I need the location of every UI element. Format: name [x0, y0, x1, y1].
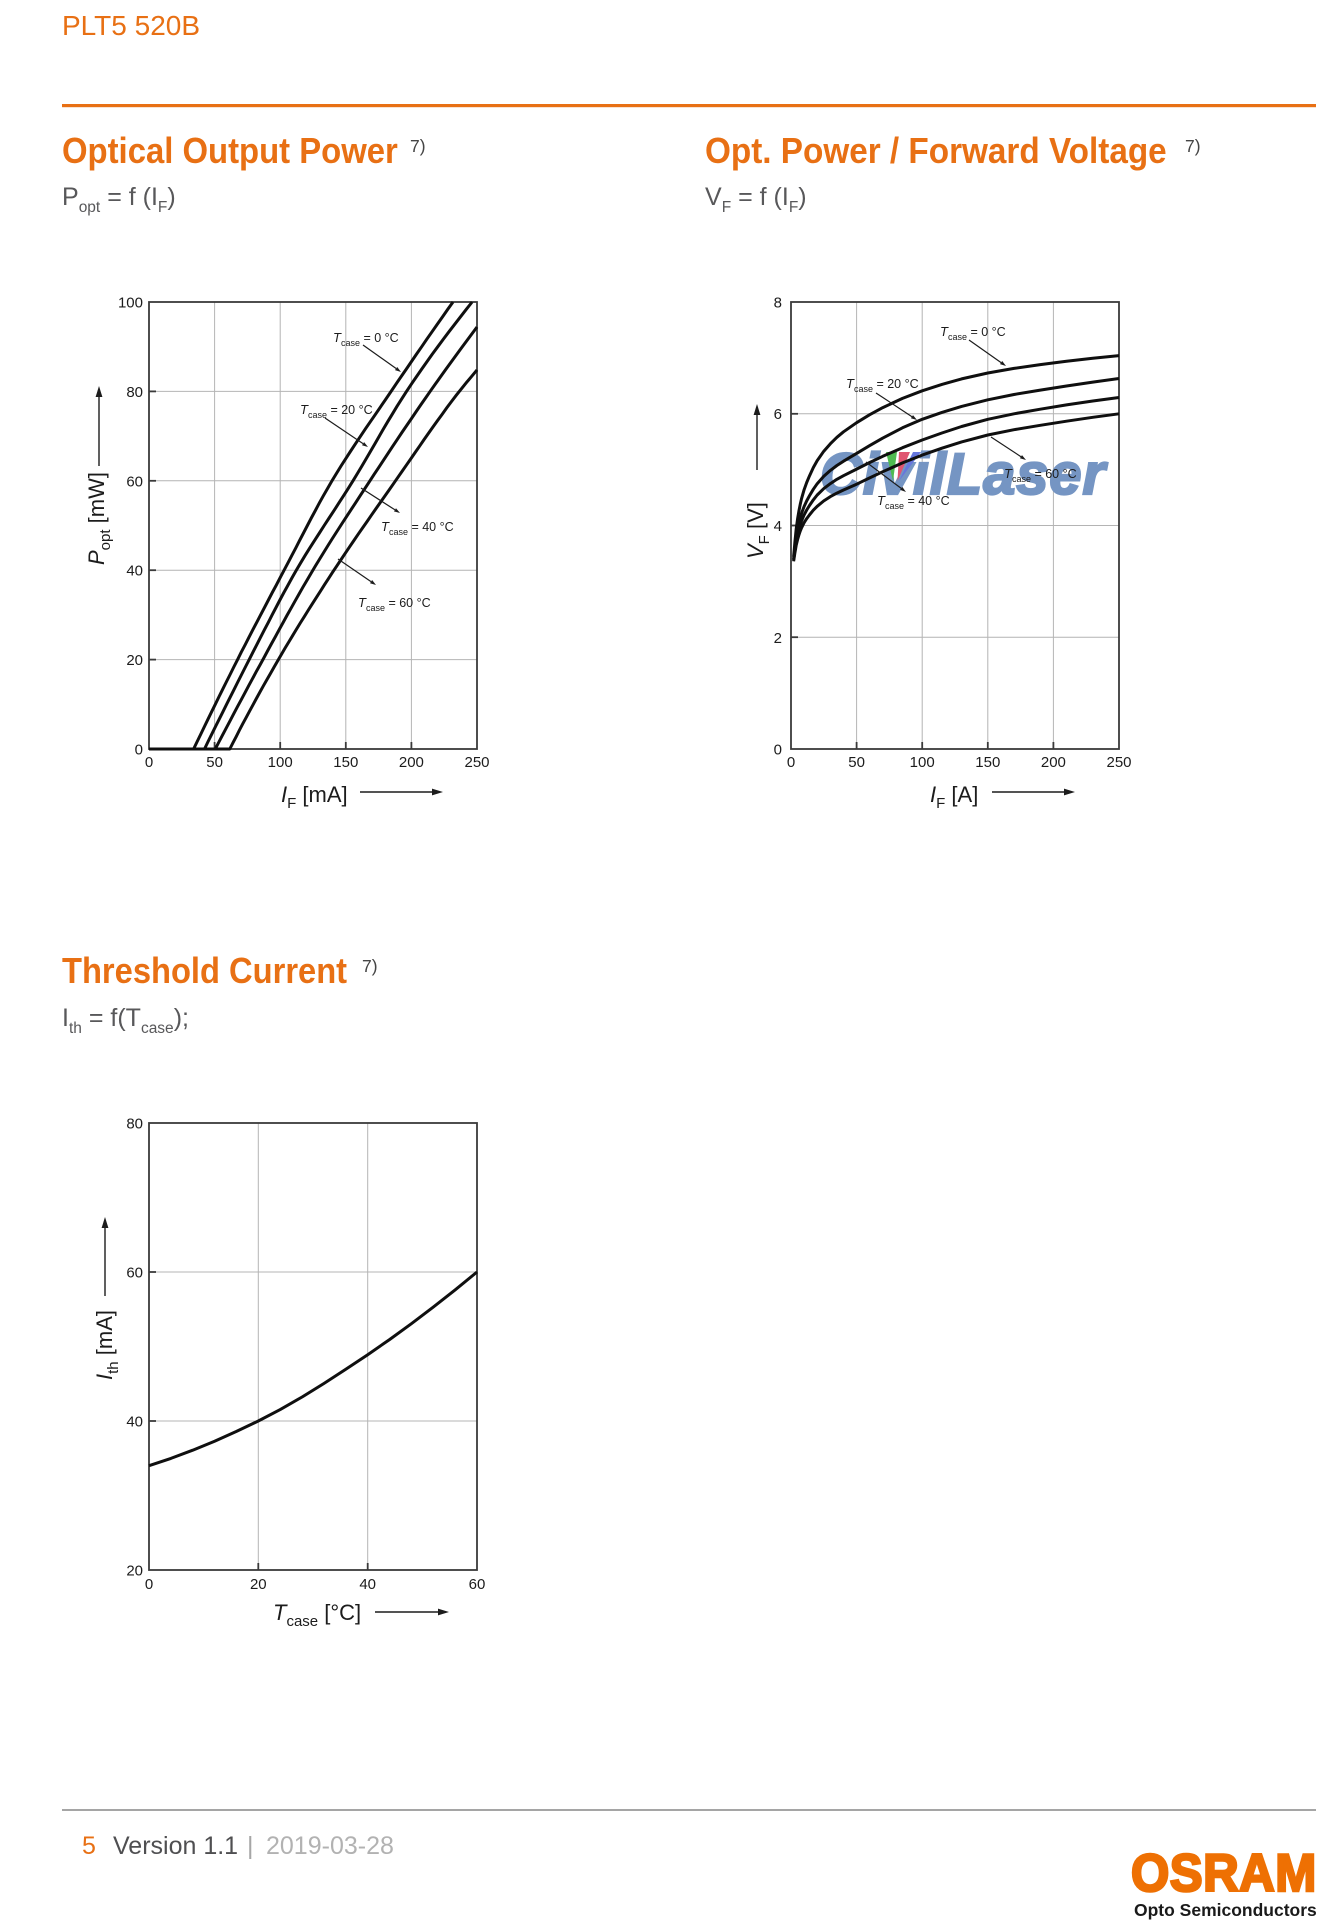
svg-text:PLT5 520B: PLT5 520B: [62, 10, 200, 41]
svg-text:Tcase = 0 °C: Tcase = 0 °C: [333, 330, 399, 348]
svg-text:50: 50: [206, 754, 223, 771]
svg-text:40: 40: [359, 1576, 376, 1593]
svg-text:Version 1.1: Version 1.1: [113, 1832, 238, 1860]
svg-text:0: 0: [135, 742, 143, 759]
svg-text:Tcase = 20 °C: Tcase = 20 °C: [300, 402, 373, 420]
svg-text:80: 80: [126, 384, 143, 401]
svg-text:IF [mA]: IF [mA]: [281, 782, 348, 812]
svg-text:IF [A]: IF [A]: [930, 782, 978, 812]
svg-text:Tcase = 60 °C: Tcase = 60 °C: [1004, 466, 1077, 484]
svg-text:Threshold Current: Threshold Current: [62, 952, 348, 992]
svg-text:4: 4: [774, 518, 782, 535]
svg-text:20: 20: [250, 1576, 267, 1593]
svg-text:0: 0: [145, 1576, 153, 1593]
svg-text:7): 7): [410, 136, 426, 156]
svg-text:CivilLaser: CivilLaser: [820, 442, 1108, 507]
svg-text:0: 0: [145, 754, 153, 771]
svg-text:20: 20: [126, 1563, 143, 1580]
svg-text:100: 100: [268, 754, 293, 771]
svg-text:6: 6: [774, 406, 782, 423]
svg-text:40: 40: [126, 1414, 143, 1431]
svg-text:2019-03-28: 2019-03-28: [266, 1832, 394, 1860]
svg-text:Opto Semiconductors: Opto Semiconductors: [1134, 1900, 1317, 1920]
svg-text:VF [V]: VF [V]: [743, 502, 773, 559]
svg-text:60: 60: [126, 473, 143, 490]
svg-text:200: 200: [399, 754, 424, 771]
svg-text:7): 7): [1185, 136, 1201, 156]
svg-text:100: 100: [118, 295, 143, 312]
svg-text:Opt. Power / Forward Voltage: Opt. Power / Forward Voltage: [705, 132, 1167, 171]
svg-text:Tcase = 40 °C: Tcase = 40 °C: [877, 493, 950, 511]
svg-text:80: 80: [126, 1116, 143, 1133]
svg-text:60: 60: [469, 1576, 486, 1593]
svg-text:60: 60: [126, 1265, 143, 1282]
svg-text:Tcase = 60 °C: Tcase = 60 °C: [358, 595, 431, 613]
svg-text:OSRAM: OSRAM: [1131, 1843, 1317, 1902]
svg-text:Ith = f(Tcase);: Ith = f(Tcase);: [62, 1004, 189, 1037]
svg-text:Optical Output Power: Optical Output Power: [62, 132, 398, 172]
svg-text:0: 0: [774, 742, 782, 759]
svg-text:20: 20: [126, 652, 143, 669]
svg-text:200: 200: [1041, 754, 1066, 771]
svg-text:Tcase = 20 °C: Tcase = 20 °C: [846, 376, 919, 394]
svg-text:8: 8: [774, 295, 782, 312]
svg-text:150: 150: [975, 754, 1000, 771]
svg-text:0: 0: [787, 754, 795, 771]
svg-text:VF = f (IF): VF = f (IF): [705, 183, 807, 216]
svg-text:50: 50: [848, 754, 865, 771]
svg-text:250: 250: [464, 754, 489, 771]
svg-text:Popt = f (IF): Popt = f (IF): [62, 183, 176, 216]
svg-text:5: 5: [82, 1832, 96, 1860]
svg-text:Tcase = 40 °C: Tcase = 40 °C: [381, 519, 454, 537]
svg-text:250: 250: [1106, 754, 1131, 771]
svg-text:Ith [mA]: Ith [mA]: [92, 1310, 122, 1380]
svg-text:7): 7): [362, 956, 378, 976]
svg-text:Popt [mW]: Popt [mW]: [84, 472, 114, 565]
svg-text:40: 40: [126, 563, 143, 580]
svg-text:2: 2: [774, 630, 782, 647]
svg-text:Tcase = 0 °C: Tcase = 0 °C: [940, 324, 1006, 342]
svg-text:|: |: [247, 1832, 254, 1860]
svg-text:Tcase [°C]: Tcase [°C]: [273, 1600, 361, 1630]
svg-text:100: 100: [910, 754, 935, 771]
svg-text:150: 150: [333, 754, 358, 771]
